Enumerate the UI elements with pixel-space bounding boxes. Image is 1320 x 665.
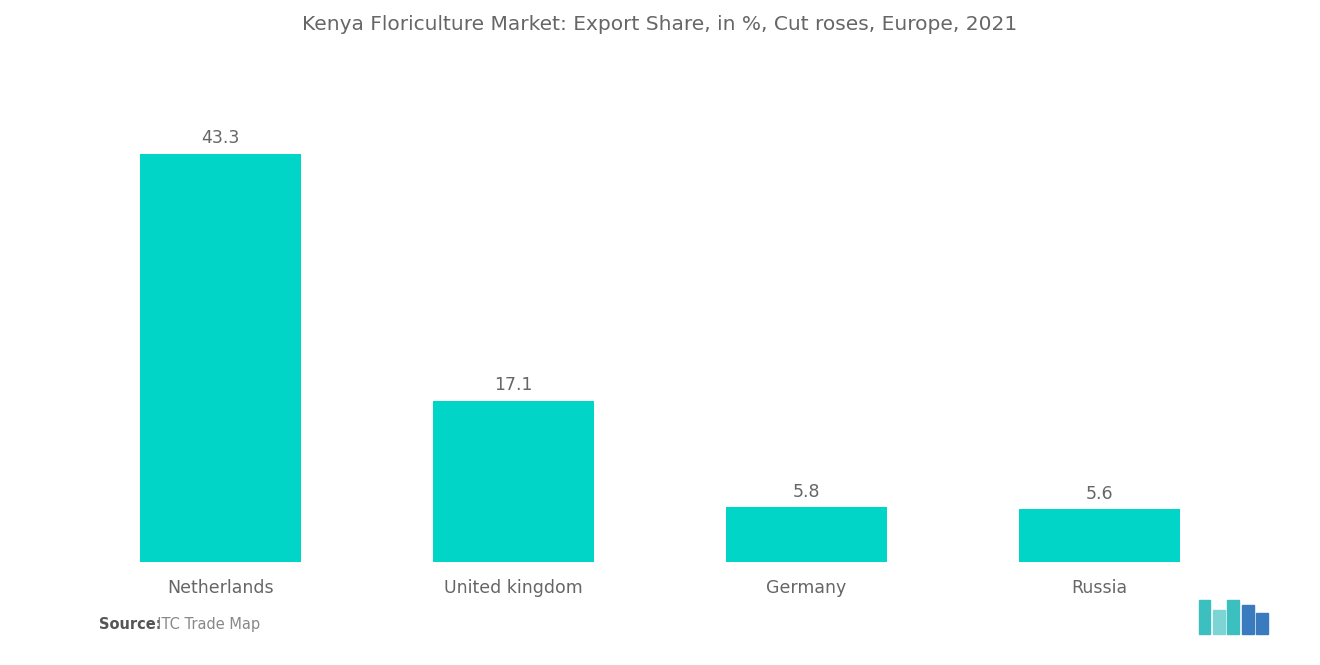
- Text: Source:: Source:: [99, 616, 161, 632]
- Bar: [1242, 605, 1254, 634]
- Bar: [140, 154, 301, 562]
- Text: 43.3: 43.3: [201, 129, 239, 147]
- Bar: [433, 401, 594, 562]
- Bar: [1199, 600, 1210, 634]
- Bar: [1257, 613, 1269, 634]
- Text: 5.6: 5.6: [1086, 485, 1114, 503]
- Bar: [726, 507, 887, 562]
- Bar: [1213, 610, 1225, 634]
- Title: Kenya Floriculture Market: Export Share, in %, Cut roses, Europe, 2021: Kenya Floriculture Market: Export Share,…: [302, 15, 1018, 34]
- Text: ITC Trade Map: ITC Trade Map: [148, 616, 260, 632]
- Text: 17.1: 17.1: [494, 376, 533, 394]
- Bar: [1019, 509, 1180, 562]
- Bar: [1228, 600, 1239, 634]
- Text: 5.8: 5.8: [793, 483, 820, 501]
